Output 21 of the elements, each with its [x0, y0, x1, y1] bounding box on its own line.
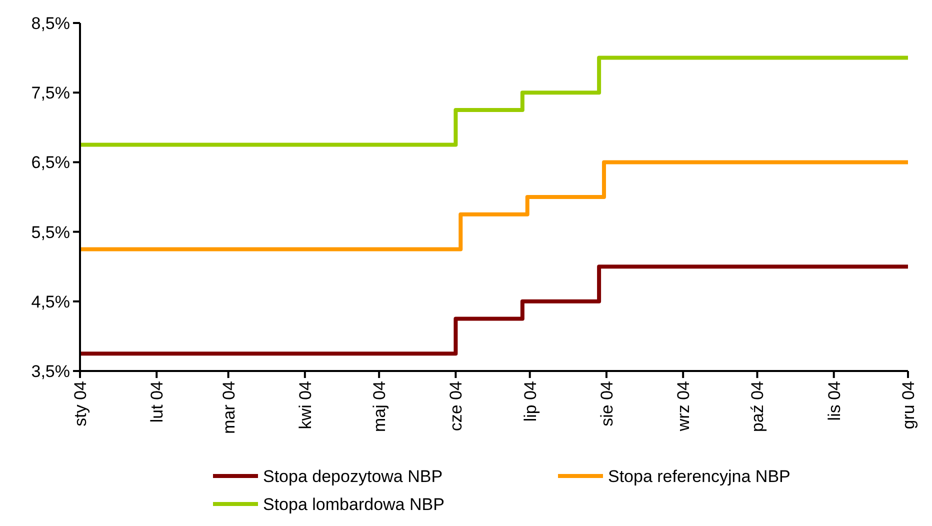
- y-tick-label: 8,5%: [31, 14, 70, 33]
- x-tick-label: lis 04: [824, 381, 844, 421]
- x-tick-label: paź 04: [748, 381, 768, 432]
- x-tick-label: gru 04: [898, 381, 918, 430]
- legend-label: Stopa lombardowa NBP: [263, 494, 444, 514]
- x-tick-label: cze 04: [446, 381, 466, 432]
- y-tick-label: 6,5%: [31, 153, 70, 172]
- x-tick-label: lip 04: [520, 381, 540, 422]
- legend-label: Stopa depozytowa NBP: [263, 466, 443, 486]
- y-tick-label: 7,5%: [31, 84, 70, 103]
- x-tick-label: wrz 04: [674, 381, 694, 432]
- y-tick-label: 3,5%: [31, 362, 70, 381]
- x-tick-label: lut 04: [148, 381, 167, 423]
- x-tick-label: kwi 04: [296, 381, 315, 430]
- x-tick-label: mar 04: [219, 381, 238, 434]
- y-tick-label: 4,5%: [31, 292, 70, 312]
- x-tick-label: maj 04: [370, 381, 390, 432]
- x-tick-label: sie 04: [597, 381, 616, 426]
- y-tick-label: 5,5%: [31, 222, 70, 242]
- x-tick-label: sty 04: [70, 381, 90, 426]
- legend-label: Stopa referencyjna NBP: [608, 466, 790, 486]
